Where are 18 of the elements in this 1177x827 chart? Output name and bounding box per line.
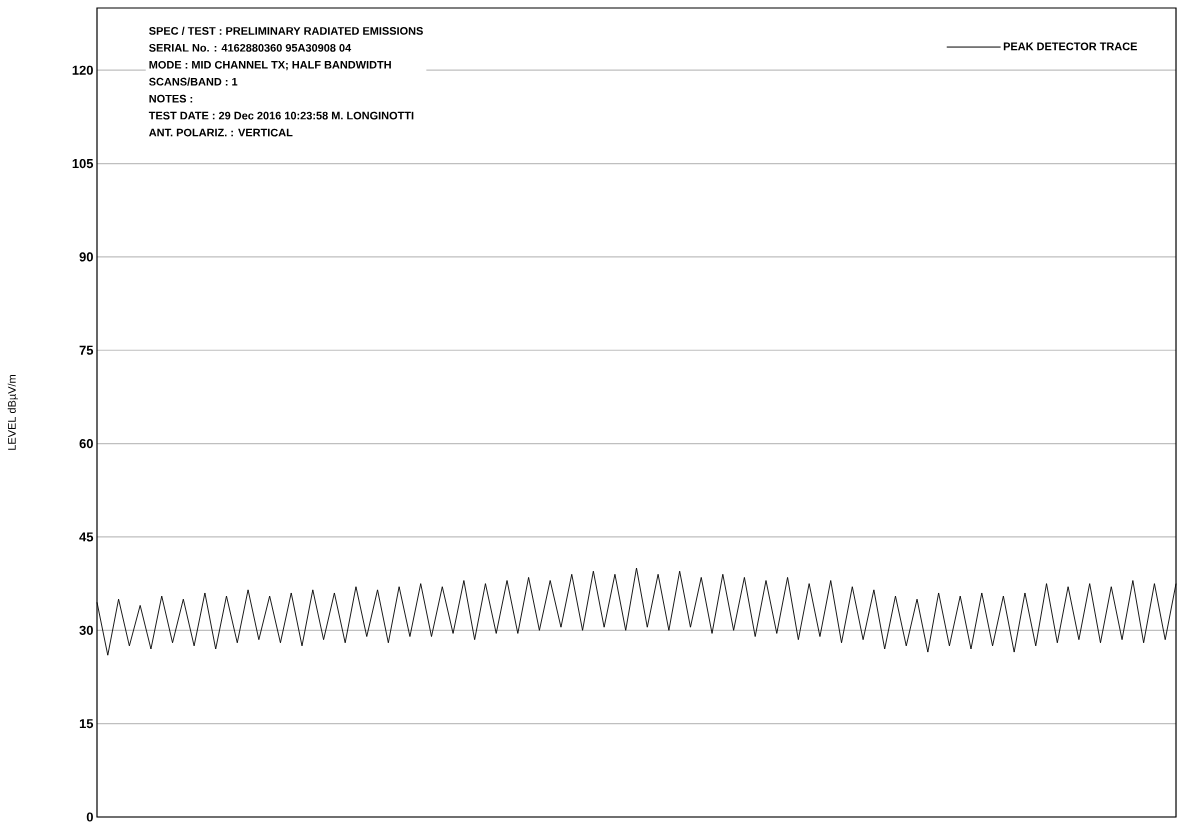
annotation: SCANS/BAND : 1 <box>149 77 238 86</box>
annotation: MODE : MID CHANNEL TX; HALF BANDWIDTH <box>149 60 391 71</box>
y-tick-label: 75 <box>79 345 94 355</box>
legend-label: PEAK DETECTOR TRACE <box>1003 42 1138 51</box>
annotation: TEST DATE : 29 Dec 2016 10:23:58 M. LONGINOTTI <box>148 111 414 120</box>
y-tick-label: 105 <box>72 158 94 169</box>
y-tick-label: 0 <box>86 812 93 822</box>
annotation: SERIAL No. : 4162880360 95A30908 04 <box>149 43 352 52</box>
annotation: SPEC / TEST : PRELIMINARY RADIATED EMISSIONS <box>149 26 423 35</box>
annotation: NOTES : <box>149 94 193 103</box>
y-tick-label: 45 <box>79 532 94 542</box>
y-tick-label: 90 <box>79 252 93 262</box>
y-tick-label: 30 <box>79 625 93 635</box>
y-tick-label: 15 <box>79 719 94 729</box>
y-tick-label: 60 <box>79 439 93 449</box>
y-axis-title: LEVEL dBµV/m <box>7 375 18 450</box>
annotation: ANT. POLARIZ. : VERTICAL <box>149 128 293 137</box>
y-tick-label: 120 <box>72 65 93 75</box>
